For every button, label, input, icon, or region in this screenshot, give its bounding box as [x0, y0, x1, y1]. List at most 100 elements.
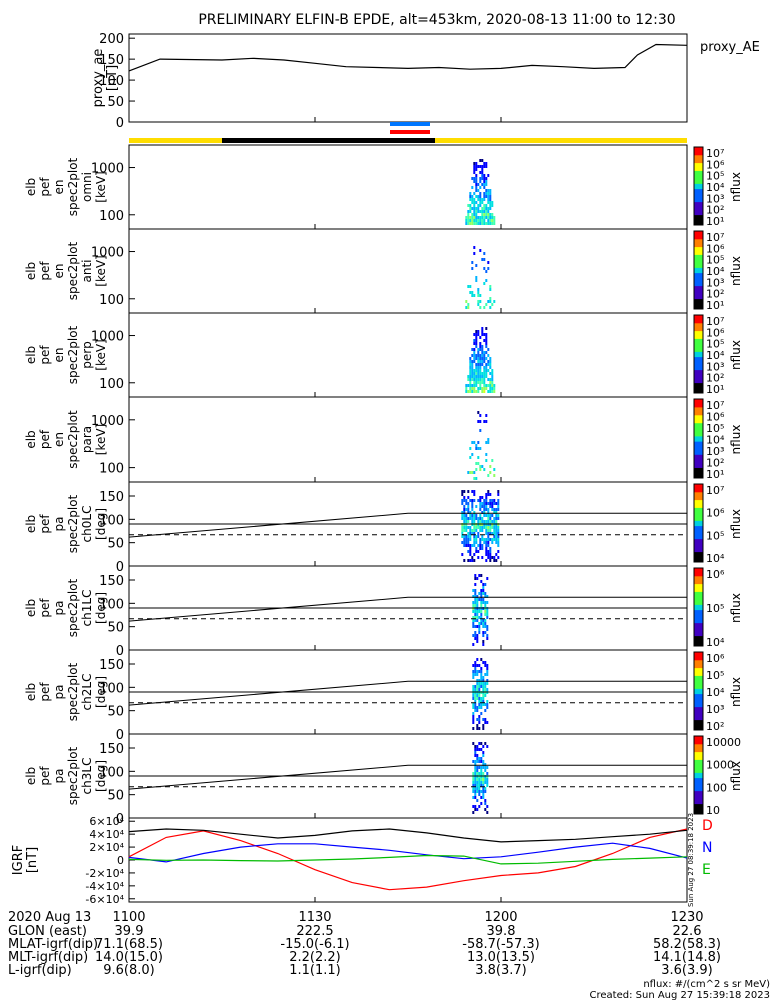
spectrogram-pixel [469, 447, 472, 450]
spectrogram-pixel [479, 348, 482, 351]
colorbar-tick-label: 10⁶ [706, 411, 725, 424]
spectrogram-pixel [467, 471, 470, 474]
spectrogram-pixel [497, 544, 500, 547]
spectrogram-pixel [467, 285, 470, 288]
spectrogram-pixel [472, 784, 475, 787]
colorbar-segment [694, 586, 703, 590]
spectrogram-pixel [479, 171, 482, 174]
spectrogram-pixel [475, 222, 478, 225]
colorbar-tick-label: 10⁴ [706, 349, 725, 362]
spectrogram-pixel [463, 505, 466, 508]
spectrogram-pixel [479, 336, 482, 339]
spectrogram-pixel [482, 583, 485, 586]
spectrogram-pixel [497, 541, 500, 544]
spectrogram-pixel [481, 502, 484, 505]
spectrogram-pixel [480, 682, 483, 685]
spectrogram-pixel [485, 520, 488, 523]
colorbar-frame [693, 651, 704, 731]
colorbar-segment [694, 257, 703, 261]
spectrogram-pixel [475, 372, 478, 375]
spectrogram-pixel [461, 532, 464, 535]
spectrogram-pixel [489, 520, 492, 523]
proxy-ae-line [128, 43, 688, 72]
spectrogram-pixel [491, 538, 494, 541]
colorbar-segment [694, 696, 703, 700]
spectrogram-pixel [472, 811, 475, 814]
spectrogram-pixel [483, 505, 486, 508]
spectrogram-pixel [485, 327, 488, 330]
spectrogram-pixel [484, 778, 487, 781]
spectrogram-pixel [486, 667, 489, 670]
spectrogram-pixel [480, 712, 483, 715]
spectrogram-pixel [486, 781, 489, 784]
spectrogram-pixel [491, 508, 494, 511]
spectrogram-pixel [481, 177, 484, 180]
spectrogram-pixel [471, 294, 474, 297]
spectrogram-pixel [483, 207, 486, 210]
spectrogram-pixel [469, 529, 472, 532]
spectrogram-pixel [491, 216, 494, 219]
footer-value: 1.1(1.1) [289, 963, 341, 978]
colorbar-segment [694, 494, 703, 498]
spectrogram-pixel [489, 378, 492, 381]
spectrogram-pixel [484, 766, 487, 769]
spectrogram-pixel [477, 517, 480, 520]
spectrogram-pixel [480, 706, 483, 709]
spectrogram-pixel [487, 267, 490, 270]
spectrogram-pixel [493, 520, 496, 523]
colorbar-segment [694, 515, 703, 519]
colorbar-segment [694, 575, 703, 579]
spectrogram-pixel [471, 499, 474, 502]
spectrogram-pixel [473, 198, 476, 201]
spec-ylabel-line: elb [24, 262, 38, 280]
colorbar-segment [694, 756, 703, 760]
spectrogram-pixel [493, 216, 496, 219]
spectrogram-pixel [477, 387, 480, 390]
spectrogram-pixel [493, 526, 496, 529]
colorbar-segment [694, 638, 703, 642]
spectrogram-pixel [487, 189, 490, 192]
spectrogram-pixel [471, 207, 474, 210]
colorbar-segment [694, 401, 703, 405]
spectrogram-pixel [485, 183, 488, 186]
spectrogram-pixel [473, 378, 476, 381]
spectrogram-pixel [481, 222, 484, 225]
colorbar-tick-label: 10⁶ [706, 507, 725, 520]
ylabel-line: [nT] [105, 65, 120, 91]
colorbar-segment [694, 303, 703, 307]
spectrogram-pixel [483, 165, 486, 168]
spectrogram-pixel [469, 192, 472, 195]
spectrogram-pixel [474, 619, 477, 622]
colorbar-segment [694, 499, 703, 503]
colorbar-segment [694, 199, 703, 203]
colorbar-segment [694, 443, 703, 447]
spectrogram-pixel [481, 168, 484, 171]
spectrogram-pixel [472, 673, 475, 676]
spectrogram-pixel [489, 360, 492, 363]
spectrogram-pixel [478, 685, 481, 688]
spectrogram-pixel [481, 529, 484, 532]
spectrogram-pixel [473, 162, 476, 165]
colorbar-tick-label: 10⁴ [706, 552, 725, 565]
spectrogram-pixel [485, 493, 488, 496]
spectrogram-pixel [482, 784, 485, 787]
spectrogram-pixel [479, 508, 482, 511]
spectrogram-pixel [487, 213, 490, 216]
colorbar-segment [694, 612, 703, 616]
spectrogram-pixel [480, 580, 483, 583]
spectrogram-pixel [483, 306, 486, 309]
spectrogram-pixel [486, 610, 489, 613]
spectrogram-pixel [482, 718, 485, 721]
spectrogram-pixel [489, 297, 492, 300]
spectrogram-pixel [461, 535, 464, 538]
spectrogram-pixel [480, 703, 483, 706]
spectrogram-pixel [476, 787, 479, 790]
spectrogram-pixel [491, 459, 494, 462]
spectrogram-pixel [481, 258, 484, 261]
spectrogram-pixel [483, 526, 486, 529]
loss-cone-line [128, 596, 687, 622]
spectrogram-pixel [478, 760, 481, 763]
colorbar-segment [694, 270, 703, 274]
spec-ytick-label: 100 [99, 209, 124, 224]
spectrogram-pixel [482, 685, 485, 688]
